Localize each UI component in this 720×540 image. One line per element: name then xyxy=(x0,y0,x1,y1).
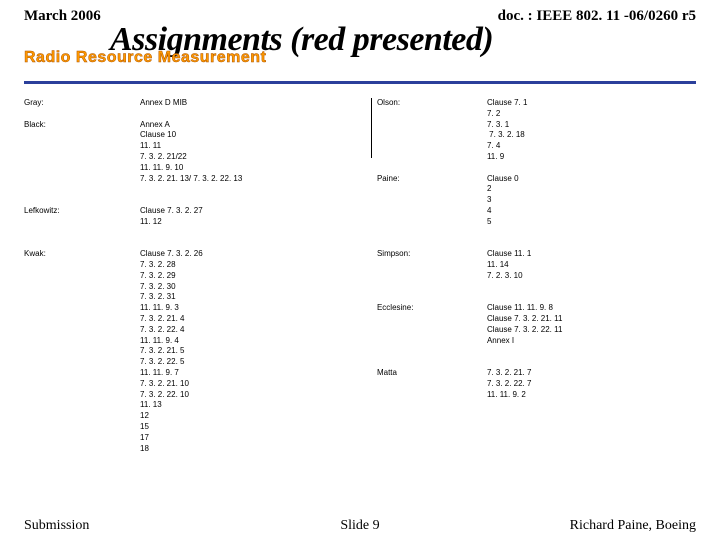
assign-lines: Annex D MIB xyxy=(140,98,340,120)
assign-lines: Clause 7. 3. 2. 26 7. 3. 2. 28 7. 3. 2. … xyxy=(140,249,340,454)
subtitle-badge: Radio Resource Measurement xyxy=(24,49,266,67)
header-date: March 2006 xyxy=(24,8,101,25)
assign-lines: Clause 7. 1 7. 2 7. 3. 1 7. 3. 2. 18 7. … xyxy=(487,98,687,174)
assign-label: Ecclesine: xyxy=(377,303,487,368)
assign-lines: Clause 11. 1 11. 14 7. 2. 3. 10 xyxy=(487,249,687,303)
assign-lines: Clause 7. 3. 2. 27 11. 12 xyxy=(140,206,340,249)
column-divider xyxy=(371,98,372,158)
footer-right: Richard Paine, Boeing xyxy=(570,518,696,534)
assign-label: Gray: xyxy=(24,98,140,120)
assign-lines: 7. 3. 2. 21. 7 7. 3. 2. 22. 7 11. 11. 9.… xyxy=(487,368,687,400)
assign-label: Lefkowitz: xyxy=(24,206,140,249)
assign-label: Matta xyxy=(377,368,487,400)
header-doc: doc. : IEEE 802. 11 -06/0260 r5 xyxy=(498,8,696,25)
assign-label: Paine: xyxy=(377,174,487,250)
assign-lines: Clause 0 2 3 4 5 xyxy=(487,174,687,250)
footer-left: Submission xyxy=(24,518,89,534)
assign-lines: Annex A Clause 10 11. 11 7. 3. 2. 21/22 … xyxy=(140,120,340,206)
assign-label: Olson: xyxy=(377,98,487,174)
assign-label: Kwak: xyxy=(24,249,140,454)
assign-lines: Clause 11. 11. 9. 8 Clause 7. 3. 2. 21. … xyxy=(487,303,687,368)
footer-center: Slide 9 xyxy=(340,518,379,534)
assign-label: Simpson: xyxy=(377,249,487,303)
assign-label: Black: xyxy=(24,120,140,206)
